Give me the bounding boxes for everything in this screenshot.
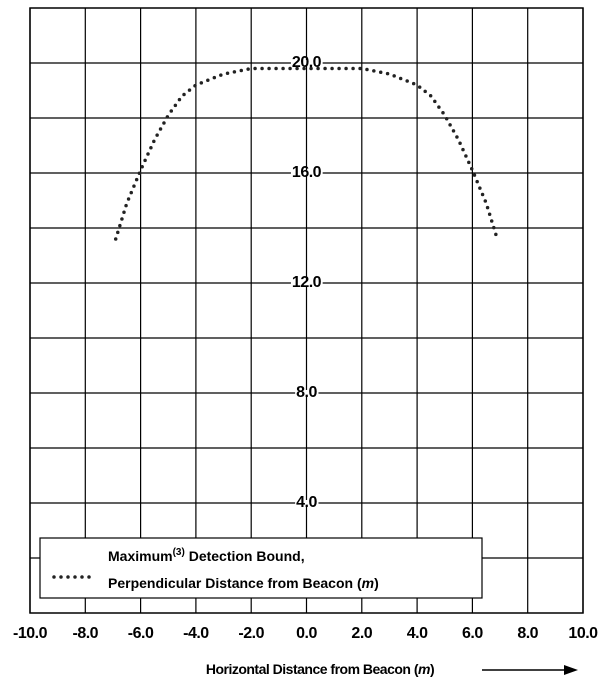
legend-label-part: ) <box>374 575 379 591</box>
legend-label: Maximum(3) Detection Bound, <box>108 547 305 564</box>
x-tick-label: 2.0 <box>351 625 372 642</box>
y-tick-label-bg <box>295 500 319 506</box>
x-tick-label: 0.0 <box>296 625 317 642</box>
legend-label-part: m <box>362 575 374 591</box>
legend-label-sup: (3) <box>173 547 185 558</box>
x-tick-label: -2.0 <box>238 625 264 642</box>
x-tick-label: -4.0 <box>183 625 209 642</box>
y-tick-label: 4.0 <box>296 494 317 511</box>
y-tick-label: 20.0 <box>292 54 322 71</box>
legend-label-part: Maximum <box>108 548 173 564</box>
x-tick-label: 6.0 <box>462 625 483 642</box>
y-tick-label-bg <box>290 170 323 176</box>
legend-label-part: Perpendicular Distance from Beacon ( <box>108 575 362 591</box>
x-tick-label: 8.0 <box>517 625 538 642</box>
x-tick-label: 10.0 <box>568 625 598 642</box>
x-axis-label-part: m <box>418 661 430 677</box>
x-tick-label: 4.0 <box>407 625 428 642</box>
x-axis-label-part: ) <box>430 661 434 677</box>
series-line <box>113 66 500 241</box>
x-axis-label-part: Horizontal Distance from Beacon ( <box>206 661 419 677</box>
x-tick-label: -10.0 <box>13 625 48 642</box>
y-tick-label: 16.0 <box>292 164 322 181</box>
arrow-head <box>564 665 578 675</box>
y-tick-label: 8.0 <box>296 384 317 401</box>
legend-label: Perpendicular Distance from Beacon (m) <box>108 575 379 591</box>
legend-label-part: Detection Bound, <box>185 548 305 564</box>
y-tick-label-bg <box>295 390 319 396</box>
x-tick-label: -6.0 <box>128 625 154 642</box>
x-tick-label: -8.0 <box>73 625 99 642</box>
x-axis-label: Horizontal Distance from Beacon (m) <box>206 661 434 677</box>
y-tick-label-bg <box>290 280 323 286</box>
legend-box <box>39 537 483 599</box>
plot-frame <box>29 7 584 614</box>
y-tick-label-bg <box>290 60 323 66</box>
y-tick-label: 12.0 <box>292 274 322 291</box>
